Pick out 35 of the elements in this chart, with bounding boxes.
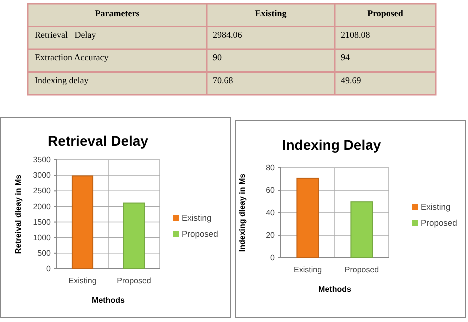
y-axis-title: Indexing dleay in Ms: [238, 173, 247, 252]
text: 94: [341, 52, 350, 62]
y-tick-label: 500: [38, 248, 52, 258]
legend-label: Existing: [182, 213, 212, 223]
category-label: Proposed: [368, 8, 404, 18]
text: 2984.06: [213, 30, 242, 40]
x-axis-title: Methods: [318, 285, 352, 294]
y-tick-label: 60: [266, 186, 276, 196]
legend-label: Proposed: [421, 218, 458, 228]
y-tick-label: 0: [46, 264, 52, 274]
y-tick-label: 1000: [33, 233, 52, 242]
text: Parameters: [95, 8, 140, 18]
chart-title: Indexing Delay: [282, 137, 382, 153]
text: 90: [213, 52, 222, 62]
text: 49.69: [341, 75, 362, 86]
y-tick-label: 2000: [33, 202, 52, 212]
y-tick-label: 2500: [33, 186, 52, 196]
y-tick-label: 1500: [33, 218, 52, 227]
y-tick-label: 3000: [33, 171, 52, 180]
category-label: Existing: [255, 8, 288, 18]
y-tick-label: 3500: [33, 156, 52, 165]
category-label: Retrieval Delay: [35, 30, 96, 40]
category-label: Extraction Accuracy: [35, 52, 109, 62]
y-tick-label: 40: [266, 208, 276, 218]
y-tick-label: 0: [270, 254, 276, 263]
x-axis-title: Methods: [92, 296, 126, 305]
legend-label: Proposed: [182, 229, 219, 239]
chart-title: Retrieval Delay: [48, 133, 149, 149]
y-tick-label: 80: [266, 164, 276, 173]
text: 2108.08: [341, 30, 370, 40]
y-axis-title: Retreival dleay in Ms: [14, 174, 23, 254]
category-label: Indexing delay: [35, 75, 89, 86]
text: 70.68: [213, 75, 234, 86]
legend-label: Existing: [421, 202, 452, 212]
y-tick-label: 20: [266, 231, 276, 240]
